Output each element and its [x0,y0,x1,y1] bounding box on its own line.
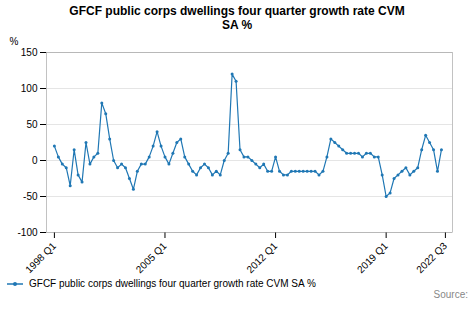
html-text:GFCF public corps dwellings fo: GFCF public corps dwellings four quarter… [69,4,405,32]
svg-text:%: % [10,36,19,47]
svg-text:150: 150 [21,47,38,58]
svg-text:0: 0 [32,155,38,166]
svg-text:100: 100 [21,83,38,94]
svg-text:-100: -100 [17,227,37,238]
svg-text:2022 Q3: 2022 Q3 [414,240,449,275]
svg-text:2005 Q1: 2005 Q1 [134,240,169,275]
svg-text:-50: -50 [23,191,38,202]
html-text:GFCF public corps dwellings fo: GFCF public corps dwellings four quarter… [29,278,316,289]
svg-text:50: 50 [26,119,38,130]
svg-text:1998 Q1: 1998 Q1 [23,240,58,275]
svg-text:2019 Q1: 2019 Q1 [355,240,390,275]
svg-text:2012 Q1: 2012 Q1 [244,240,279,275]
html-text:Source:: Source: [433,289,468,300]
